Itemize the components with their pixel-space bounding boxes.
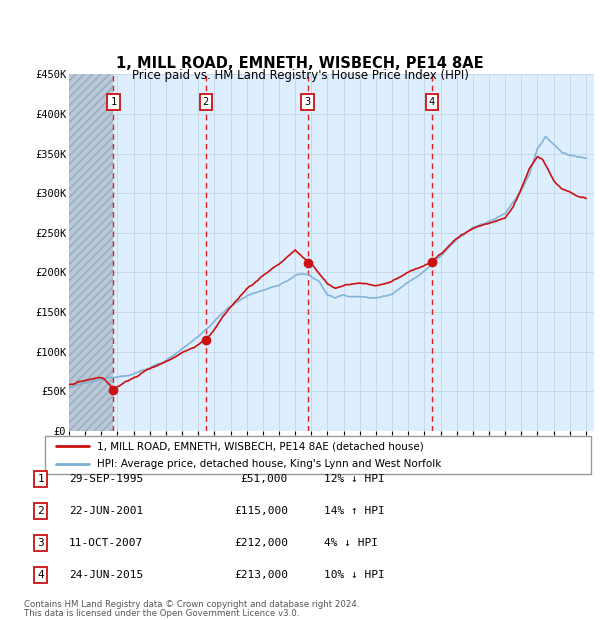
Text: 1, MILL ROAD, EMNETH, WISBECH, PE14 8AE (detached house): 1, MILL ROAD, EMNETH, WISBECH, PE14 8AE … bbox=[97, 441, 424, 451]
Text: 4: 4 bbox=[429, 97, 435, 107]
FancyBboxPatch shape bbox=[45, 436, 591, 474]
Text: 1: 1 bbox=[110, 97, 116, 107]
Text: 1, MILL ROAD, EMNETH, WISBECH, PE14 8AE: 1, MILL ROAD, EMNETH, WISBECH, PE14 8AE bbox=[116, 56, 484, 71]
Text: 10% ↓ HPI: 10% ↓ HPI bbox=[324, 570, 385, 580]
Text: 4% ↓ HPI: 4% ↓ HPI bbox=[324, 538, 378, 548]
Text: 12% ↓ HPI: 12% ↓ HPI bbox=[324, 474, 385, 484]
Text: £212,000: £212,000 bbox=[234, 538, 288, 548]
Text: 11-OCT-2007: 11-OCT-2007 bbox=[69, 538, 143, 548]
Text: 24-JUN-2015: 24-JUN-2015 bbox=[69, 570, 143, 580]
Text: £213,000: £213,000 bbox=[234, 570, 288, 580]
Text: 4: 4 bbox=[37, 570, 44, 580]
Text: £51,000: £51,000 bbox=[241, 474, 288, 484]
Text: 22-JUN-2001: 22-JUN-2001 bbox=[69, 506, 143, 516]
Text: 2: 2 bbox=[37, 506, 44, 516]
Text: 14% ↑ HPI: 14% ↑ HPI bbox=[324, 506, 385, 516]
Text: 3: 3 bbox=[37, 538, 44, 548]
Bar bbox=[69, 74, 113, 431]
Text: Price paid vs. HM Land Registry's House Price Index (HPI): Price paid vs. HM Land Registry's House … bbox=[131, 69, 469, 82]
Text: 29-SEP-1995: 29-SEP-1995 bbox=[69, 474, 143, 484]
Text: HPI: Average price, detached house, King's Lynn and West Norfolk: HPI: Average price, detached house, King… bbox=[97, 459, 441, 469]
Text: £115,000: £115,000 bbox=[234, 506, 288, 516]
Text: 3: 3 bbox=[305, 97, 311, 107]
Text: 2: 2 bbox=[203, 97, 209, 107]
Text: Contains HM Land Registry data © Crown copyright and database right 2024.: Contains HM Land Registry data © Crown c… bbox=[24, 600, 359, 609]
Text: 1: 1 bbox=[37, 474, 44, 484]
Text: This data is licensed under the Open Government Licence v3.0.: This data is licensed under the Open Gov… bbox=[24, 608, 299, 618]
